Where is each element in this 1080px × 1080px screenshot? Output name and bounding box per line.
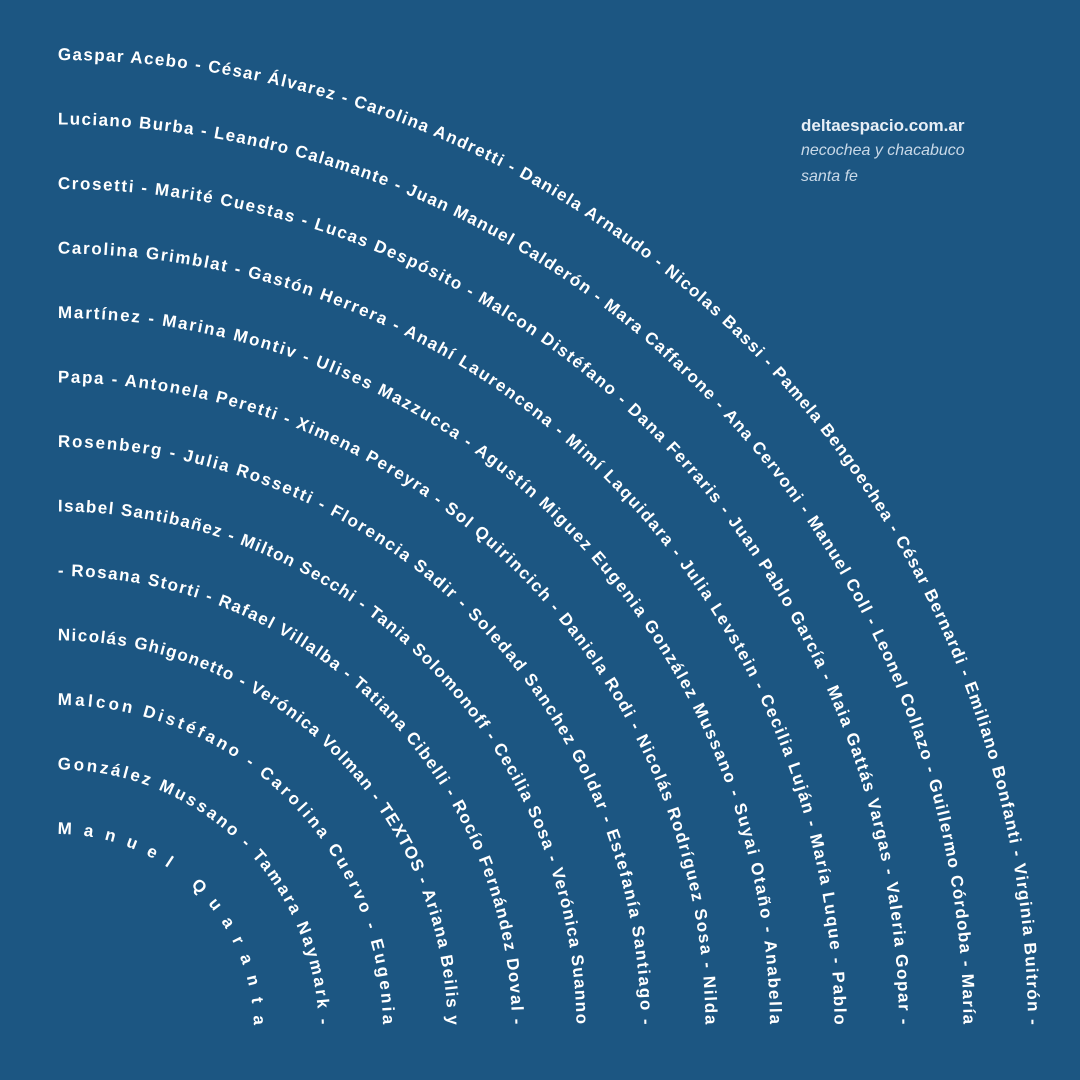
venue-info: deltaespacio.com.ar necochea y chacabuco… bbox=[801, 114, 965, 190]
name-arc-11: Malcon Distéfano - Carolina Cuervo - Eug… bbox=[58, 690, 398, 1025]
website-link[interactable]: deltaespacio.com.ar bbox=[801, 116, 965, 135]
name-arc-13: Manuel Quaranta bbox=[57, 819, 269, 1026]
name-arc-3: Crosetti - Marité Cuestas - Lucas Despós… bbox=[58, 174, 914, 1024]
name-arc-9: - Rosana Storti - Rafael Villalba - Tati… bbox=[58, 561, 527, 1025]
address-line-2: santa fe bbox=[801, 168, 858, 185]
name-arc-6: Papa - Antonela Peretti - Ximena Pereyra… bbox=[58, 367, 721, 1025]
address-line-1: necochea y chacabuco bbox=[801, 142, 965, 159]
name-arc-10: Nicolás Ghigonetto - Verónica Volman - T… bbox=[58, 625, 463, 1025]
name-arc-4: Carolina Grimblat - Gastón Herrera - Ana… bbox=[58, 238, 850, 1024]
